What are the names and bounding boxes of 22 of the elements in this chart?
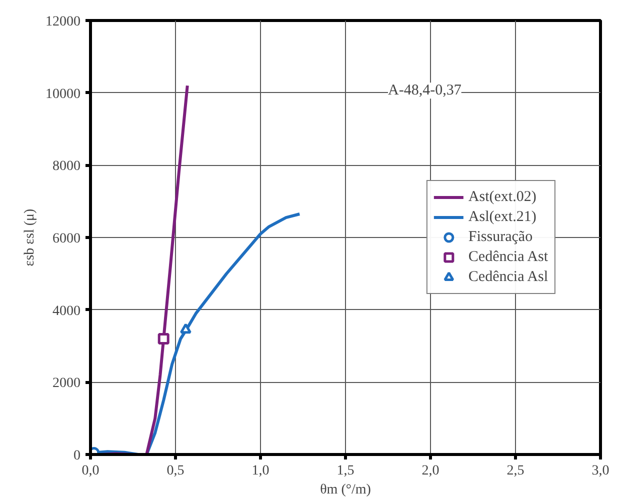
x-tick-label: 1,0 bbox=[252, 464, 270, 478]
x-tick-label: 0,0 bbox=[82, 464, 100, 478]
legend-label: Fissuração bbox=[468, 228, 533, 246]
x-axis-title: θm (°/m) bbox=[320, 482, 372, 498]
x-tick-label: 1,5 bbox=[336, 464, 354, 478]
legend-label: Cedência Asl bbox=[468, 268, 548, 286]
legend-label: Ast(ext.02) bbox=[468, 188, 536, 206]
y-tick-label: 10000 bbox=[46, 86, 80, 102]
annotation: A-48,4-0,37 bbox=[388, 82, 462, 99]
y-tick-label: 2000 bbox=[52, 376, 80, 392]
y-axis-title: εsb εsl (μ) bbox=[22, 208, 38, 266]
legend-label: Asl(ext.21) bbox=[468, 208, 536, 226]
y-tick-label: 0 bbox=[74, 448, 80, 464]
y-tick-label: 8000 bbox=[52, 159, 80, 174]
x-tick-label: 0,5 bbox=[166, 464, 184, 478]
x-tick-label: 2,5 bbox=[506, 464, 524, 478]
legend-label: Cedência Ast bbox=[468, 248, 548, 266]
y-tick-label: 4000 bbox=[52, 304, 80, 319]
y-tick-label: 6000 bbox=[52, 232, 80, 246]
x-tick-label: 2,0 bbox=[422, 464, 440, 478]
x-tick-label: 3,0 bbox=[592, 464, 610, 478]
y-tick-label: 12000 bbox=[46, 14, 80, 30]
